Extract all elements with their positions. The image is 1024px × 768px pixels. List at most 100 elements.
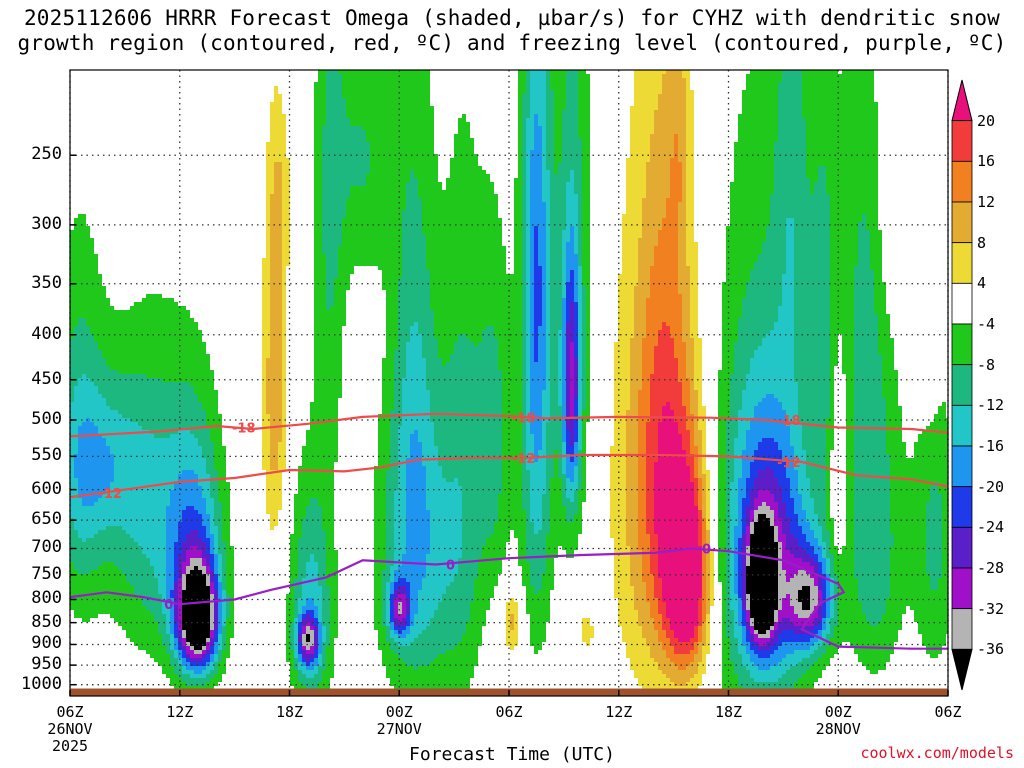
omega-cell bbox=[262, 282, 270, 286]
omega-cell bbox=[790, 578, 814, 582]
omega-cell bbox=[546, 302, 550, 306]
omega-cell bbox=[374, 574, 382, 578]
omega-cell bbox=[530, 174, 542, 178]
omega-cell bbox=[546, 206, 550, 210]
omega-cell bbox=[730, 398, 742, 402]
omega-cell bbox=[326, 266, 338, 270]
omega-cell bbox=[70, 458, 74, 462]
omega-cell bbox=[558, 474, 566, 478]
omega-cell bbox=[518, 162, 522, 166]
omega-cell bbox=[774, 322, 794, 326]
omega-cell bbox=[730, 534, 734, 538]
omega-cell bbox=[614, 366, 630, 370]
omega-cell bbox=[586, 290, 590, 294]
omega-cell bbox=[538, 346, 546, 350]
omega-cell bbox=[546, 378, 550, 382]
omega-cell bbox=[610, 482, 626, 486]
omega-cell bbox=[678, 366, 686, 370]
omega-cell bbox=[530, 386, 546, 390]
omega-cell bbox=[158, 582, 166, 586]
omega-cell bbox=[194, 434, 210, 438]
omega-cell bbox=[394, 406, 402, 410]
omega-cell bbox=[582, 242, 590, 246]
omega-cell bbox=[550, 418, 562, 422]
omega-cell bbox=[638, 542, 650, 546]
omega-cell bbox=[618, 330, 634, 334]
omega-cell bbox=[726, 466, 734, 470]
omega-cell bbox=[434, 434, 502, 438]
omega-cell bbox=[526, 430, 530, 434]
omega-cell bbox=[646, 518, 654, 522]
omega-cell bbox=[266, 494, 282, 498]
omega-cell bbox=[462, 486, 502, 490]
omega-cell bbox=[890, 546, 926, 550]
omega-cell bbox=[182, 586, 186, 590]
omega-cell bbox=[214, 506, 222, 510]
omega-cell bbox=[78, 214, 86, 218]
omega-cell bbox=[618, 322, 634, 326]
omega-cell bbox=[742, 94, 778, 98]
omega-cell bbox=[722, 582, 726, 586]
omega-cell bbox=[686, 414, 694, 418]
omega-cell bbox=[430, 526, 462, 530]
omega-cell bbox=[710, 550, 714, 554]
omega-cell bbox=[802, 430, 826, 434]
omega-cell bbox=[298, 566, 306, 570]
omega-cell bbox=[630, 150, 650, 154]
omega-cell bbox=[830, 362, 838, 366]
omega-cell bbox=[78, 570, 90, 574]
omega-cell bbox=[166, 510, 182, 514]
omega-cell bbox=[702, 554, 706, 558]
omega-cell bbox=[178, 474, 198, 478]
omega-cell bbox=[298, 478, 334, 482]
omega-cell bbox=[334, 298, 346, 302]
omega-cell bbox=[678, 278, 690, 282]
omega-cell bbox=[630, 546, 638, 550]
omega-cell bbox=[326, 86, 342, 90]
omega-cell bbox=[270, 118, 286, 122]
omega-cell bbox=[522, 122, 526, 126]
omega-cell bbox=[726, 430, 738, 434]
omega-cell bbox=[486, 542, 506, 546]
omega-cell bbox=[270, 226, 282, 230]
omega-cell bbox=[454, 146, 474, 150]
omega-cell bbox=[854, 314, 878, 318]
omega-cell bbox=[578, 290, 582, 294]
omega-cell bbox=[610, 518, 626, 522]
omega-cell bbox=[842, 546, 854, 550]
omega-cell bbox=[518, 114, 522, 118]
omega-cell bbox=[582, 290, 586, 294]
omega-cell bbox=[282, 406, 286, 410]
omega-cell bbox=[566, 402, 570, 406]
omega-cell bbox=[406, 366, 426, 370]
omega-cell bbox=[374, 478, 386, 482]
omega-cell bbox=[502, 454, 522, 458]
omega-cell bbox=[638, 246, 654, 250]
omega-cell bbox=[698, 510, 702, 514]
omega-cell bbox=[554, 458, 558, 462]
omega-cell bbox=[566, 202, 578, 206]
omega-cell bbox=[210, 590, 214, 594]
omega-cell bbox=[298, 466, 334, 470]
omega-cell bbox=[626, 166, 646, 170]
omega-cell bbox=[542, 586, 554, 590]
omega-cell bbox=[702, 446, 706, 450]
omega-cell bbox=[578, 270, 582, 274]
omega-cell bbox=[426, 386, 502, 390]
omega-cell bbox=[802, 530, 814, 534]
omega-cell bbox=[614, 382, 630, 386]
omega-cell bbox=[690, 386, 694, 390]
omega-cell bbox=[630, 370, 642, 374]
omega-cell bbox=[742, 510, 746, 514]
omega-cell bbox=[610, 490, 626, 494]
omega-cell bbox=[70, 270, 98, 274]
omega-cell bbox=[774, 494, 782, 498]
omega-cell bbox=[766, 234, 786, 238]
omega-cell bbox=[566, 322, 574, 326]
omega-cell bbox=[854, 418, 886, 422]
omega-cell bbox=[498, 354, 522, 358]
omega-cell bbox=[646, 482, 654, 486]
omega-cell bbox=[182, 542, 206, 546]
omega-cell bbox=[690, 334, 698, 338]
omega-cell bbox=[190, 562, 202, 566]
